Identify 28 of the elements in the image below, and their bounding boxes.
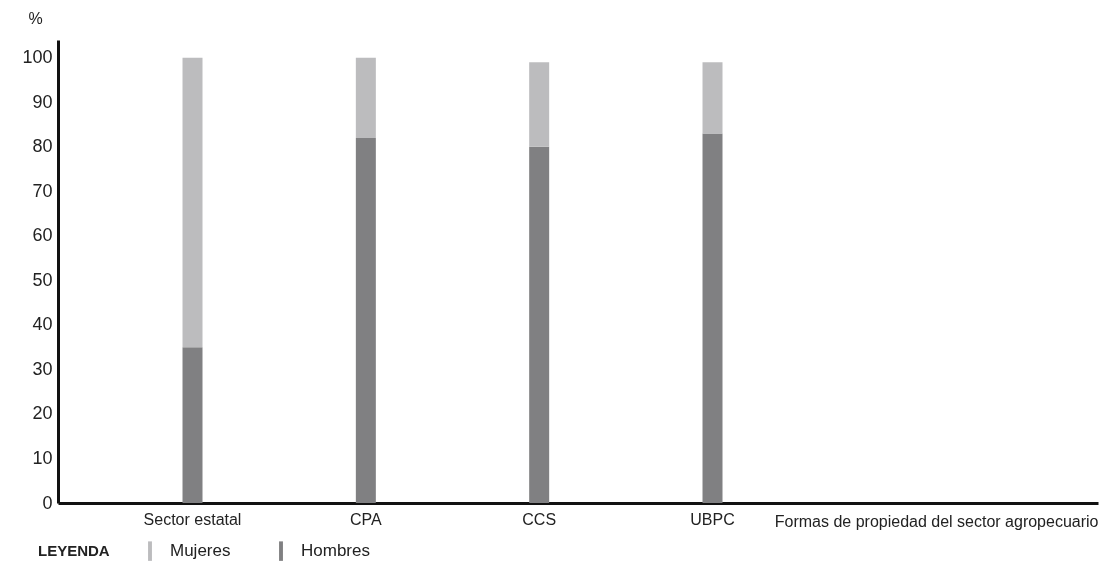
y-tick-label: 80 — [32, 136, 53, 157]
y-tick-label: 60 — [32, 225, 53, 246]
bar — [529, 146, 550, 503]
y-tick-label: 70 — [32, 180, 53, 201]
y-tick-label: 10 — [32, 447, 53, 468]
y-axis-title: % — [28, 9, 43, 27]
bar — [355, 57, 376, 138]
y-tick-label: 30 — [32, 358, 53, 379]
bar — [355, 137, 376, 503]
x-tick-label: Sector estatal — [143, 510, 242, 528]
legend-label: Mujeres — [170, 541, 231, 561]
legend-title: LEYENDA — [38, 542, 110, 559]
y-tick-label: 0 — [42, 492, 53, 513]
y-tick-label: 100 — [22, 47, 53, 68]
bar — [529, 62, 550, 147]
x-axis-title: Formas de propiedad del sector agropecuario — [774, 512, 1099, 530]
y-tick-label: 20 — [32, 403, 53, 424]
bar — [702, 133, 723, 503]
bar — [702, 62, 723, 134]
bar — [182, 57, 203, 348]
x-tick-label: CCS — [522, 510, 557, 528]
legend-label: Hombres — [301, 541, 370, 561]
y-tick-label: 90 — [32, 91, 53, 112]
x-tick-label: CPA — [349, 510, 383, 528]
bar — [182, 347, 203, 503]
y-tick-label: 40 — [32, 314, 53, 335]
x-tick-label: UBPC — [690, 510, 735, 528]
y-tick-label: 50 — [32, 269, 53, 290]
